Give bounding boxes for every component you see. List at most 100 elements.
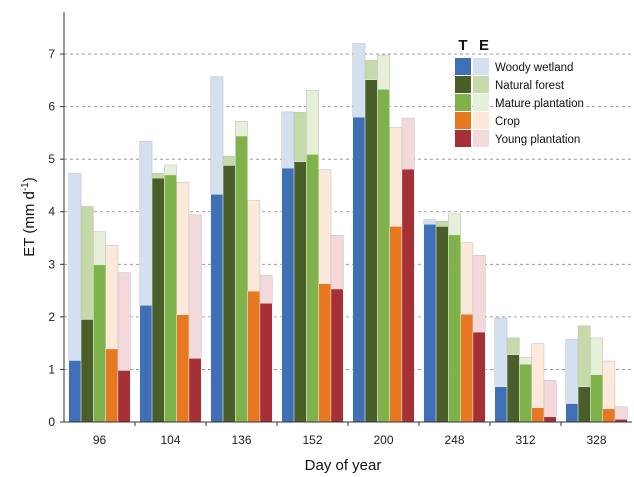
bar-e-segment [531, 343, 545, 409]
y-tick-label: 6 [48, 100, 55, 114]
bar-t-segment [423, 224, 437, 423]
bar-t-segment [306, 154, 319, 423]
bar-e-segment [590, 337, 603, 375]
bar-e-segment [401, 117, 415, 170]
bar-e-segment [139, 141, 153, 306]
bar-e-segment [188, 214, 202, 359]
y-tick-label: 2 [48, 310, 55, 324]
bar-e-segment [80, 206, 94, 320]
x-tick-label: 152 [302, 433, 322, 447]
legend-swatch-e [473, 94, 489, 111]
legend-swatch-t [455, 58, 471, 75]
bar-e-segment [210, 76, 224, 195]
bar-t-segment [93, 264, 106, 423]
bar-t-segment [318, 283, 332, 423]
legend-header-e: E [479, 37, 489, 54]
bar-e-segment [151, 173, 165, 179]
bar-e-segment [506, 337, 520, 355]
bar-e-segment [577, 325, 591, 388]
legend-swatch-t [455, 76, 471, 93]
bar-t-segment [602, 408, 616, 423]
bar-e-segment [318, 169, 332, 285]
bar-e-segment [460, 242, 474, 315]
y-tick-label: 1 [48, 362, 55, 376]
x-tick-label: 248 [444, 433, 464, 447]
legend-label: Crop [495, 116, 520, 128]
legend-header-t: T [458, 37, 467, 54]
bar-t-segment [460, 314, 474, 423]
legend-label: Woody wetland [495, 62, 573, 74]
legend-label: Young plantation [495, 134, 580, 146]
legend-swatch-e [473, 112, 489, 129]
bar-t-segment [151, 177, 165, 423]
bar-e-segment [117, 272, 131, 371]
legend-swatch-t [455, 130, 471, 147]
bar-e-segment [164, 164, 177, 176]
bar-t-segment [448, 234, 461, 423]
bar-e-segment [519, 357, 532, 365]
bar-e-segment [435, 220, 449, 227]
y-axis-title-sup: -1 [20, 182, 31, 191]
y-tick-label: 5 [48, 152, 55, 166]
bar-t-segment [364, 79, 378, 423]
bar-t-segment [281, 167, 295, 423]
bar-t-segment [565, 403, 579, 423]
bar-e-segment [281, 111, 295, 169]
bar-t-segment [590, 374, 603, 423]
bar-e-segment [389, 127, 403, 227]
bar-e-segment [176, 182, 190, 316]
y-tick-label: 4 [48, 205, 55, 219]
bar-t-segment [494, 386, 508, 423]
x-tick-label: 104 [160, 433, 180, 447]
x-tick-label: 96 [93, 433, 107, 447]
bar-t-segment [176, 314, 190, 423]
bar-t-segment [435, 226, 449, 423]
legend-label: Mature plantation [495, 98, 584, 110]
bar-e-segment [259, 275, 273, 304]
legend-swatch-t [455, 112, 471, 129]
bar-t-segment [188, 358, 202, 423]
bar-e-segment [377, 54, 390, 90]
legend: T E Woody wetland Natural forest Mature pl… [455, 37, 584, 147]
legend-swatch-e [473, 58, 489, 75]
x-tick-label: 328 [586, 433, 606, 447]
bar-t-segment [235, 135, 248, 423]
bar-e-segment [235, 121, 248, 137]
bar-t-segment [519, 363, 532, 423]
bar-t-segment [352, 116, 366, 423]
bar-e-segment [330, 235, 344, 290]
bar-e-segment [105, 245, 119, 350]
legend-swatch-e [473, 76, 489, 93]
x-tick-label: 136 [231, 433, 251, 447]
bar-e-segment [614, 406, 628, 420]
bar-t-segment [377, 89, 390, 423]
bar-t-segment [80, 319, 94, 423]
bar-t-segment [68, 360, 82, 423]
bar-e-segment [364, 60, 378, 81]
bar-e-segment [494, 317, 508, 388]
bar-e-segment [472, 255, 486, 333]
y-tick-label: 7 [48, 47, 55, 61]
bar-t-segment [330, 288, 344, 423]
bar-e-segment [448, 213, 461, 236]
bar-t-segment [389, 226, 403, 423]
bar-e-segment [602, 360, 616, 410]
bar-t-segment [577, 386, 591, 423]
gridlines [64, 53, 632, 370]
y-tick-label: 0 [48, 415, 55, 429]
bar-t-segment [506, 354, 520, 423]
x-tick-labels: 96 104 136 152 200 248 312 328 [93, 422, 607, 447]
legend-label: Natural forest [495, 80, 565, 92]
bar-t-segment [259, 303, 273, 423]
bar-t-segment [139, 305, 153, 423]
bar-e-segment [543, 380, 557, 417]
bar-e-segment [222, 155, 236, 166]
bar-t-segment [531, 407, 545, 423]
bar-e-segment [565, 339, 579, 404]
bar-t-segment [117, 370, 131, 423]
legend-swatch-t [455, 94, 471, 111]
bar-t-segment [164, 174, 177, 423]
y-tick-labels: 0 1 2 3 4 5 6 7 [48, 47, 64, 429]
